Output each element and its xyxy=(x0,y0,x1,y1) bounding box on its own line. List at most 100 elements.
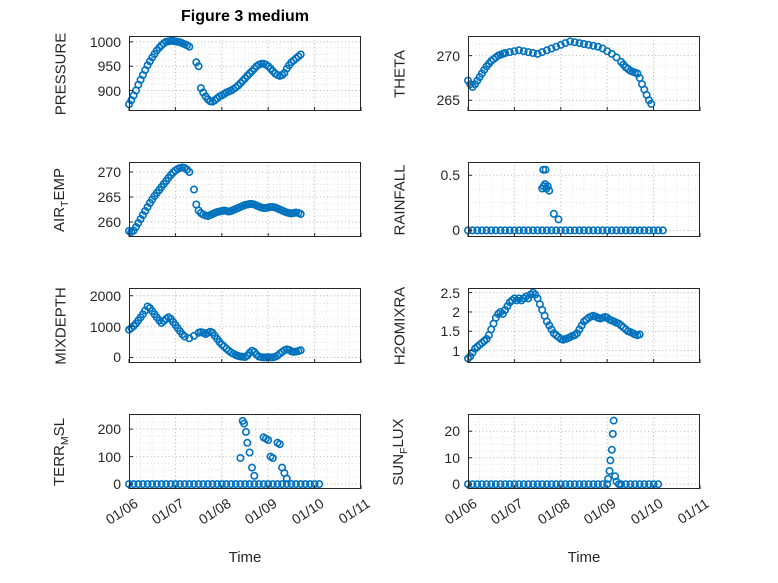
data-point xyxy=(607,445,616,454)
subplot-pressure: PRESSURE 900 950 1000 xyxy=(53,32,362,115)
pressure-plot-area xyxy=(124,36,362,111)
data-point xyxy=(241,480,250,489)
subplot-sunflux: SUNFLUX 0 10 20 01/06 01/07 01/08 01/09 01/10 0… xyxy=(390,414,712,528)
x-tick-label: 01/11 xyxy=(335,495,373,527)
data-point xyxy=(166,480,175,489)
data-point xyxy=(510,47,519,56)
y-tick-label: 1.5 xyxy=(440,323,460,340)
y-tick-label: 260 xyxy=(97,214,121,230)
data-point xyxy=(496,480,505,489)
data-point xyxy=(524,226,533,235)
x-tick-label: 01/07 xyxy=(148,495,188,528)
rainfall-plot-area xyxy=(463,162,701,237)
subplot-h2omixra: H2OMIXRA 1 1.5 2 2.5 xyxy=(392,285,701,365)
data-point xyxy=(556,40,565,49)
data-point xyxy=(589,480,598,489)
h2omixra-plot-area xyxy=(463,288,701,363)
y-tick-label: 100 xyxy=(97,448,121,465)
data-point xyxy=(542,317,551,326)
data-point xyxy=(243,438,252,447)
data-point xyxy=(538,226,547,235)
data-point xyxy=(203,480,212,489)
x-tick-label: 01/10 xyxy=(288,495,327,528)
data-point xyxy=(589,226,598,235)
y-tick-label: 265 xyxy=(436,92,460,109)
data-point xyxy=(549,209,558,218)
data-point xyxy=(250,480,259,489)
data-point xyxy=(496,226,505,235)
y-tick-label: 0 xyxy=(452,222,460,239)
data-point xyxy=(543,182,552,191)
data-point xyxy=(658,226,667,235)
data-point xyxy=(498,309,507,318)
data-point xyxy=(580,480,589,489)
data-point xyxy=(194,480,203,489)
data-point xyxy=(607,226,616,235)
data-point xyxy=(473,226,482,235)
data-point xyxy=(580,40,589,49)
y-tick-label: 1000 xyxy=(89,33,121,50)
axes-box xyxy=(129,414,361,489)
y-tick-label: 270 xyxy=(97,164,121,180)
data-point xyxy=(514,226,523,235)
data-point xyxy=(145,57,154,66)
data-point xyxy=(264,436,273,445)
data-point xyxy=(575,480,584,489)
y-tick-label: 2.5 xyxy=(440,284,460,301)
data-point xyxy=(547,44,556,53)
data-point xyxy=(491,226,500,235)
subplot-theta: THETA 265 270 xyxy=(392,36,701,111)
data-point xyxy=(584,40,593,49)
x-tick-label: 01/07 xyxy=(487,495,527,528)
axes-box xyxy=(129,288,361,363)
data-point xyxy=(482,226,491,235)
x-tick-label: 01/11 xyxy=(674,495,712,527)
x-axis-label: Time xyxy=(567,549,601,566)
subplot-rainfall: RAINFALL 0 0.5 xyxy=(392,162,701,238)
data-point xyxy=(296,50,305,59)
y-tick-label: 200 xyxy=(97,421,121,438)
data-point xyxy=(593,42,602,51)
subplot-terrmsl: TERRMSL 0 100 200 01/06 01/07 01/08 01/09 01/1… xyxy=(51,414,373,528)
data-point xyxy=(301,480,310,489)
data-point xyxy=(554,215,563,224)
data-point xyxy=(561,480,570,489)
data-point xyxy=(296,480,305,489)
data-point xyxy=(192,58,201,67)
data-point xyxy=(545,321,554,330)
data-point xyxy=(491,480,500,489)
airtemp-plot-area xyxy=(124,162,362,237)
y-tick-label: 0.5 xyxy=(440,167,460,184)
x-tick-label: 01/09 xyxy=(580,495,619,528)
data-point xyxy=(236,453,245,462)
data-point xyxy=(519,226,528,235)
data-point xyxy=(524,48,533,57)
data-point xyxy=(175,480,184,489)
data-point xyxy=(645,480,654,489)
y-tick-label: 1 xyxy=(452,342,460,359)
x-tick-label: 01/09 xyxy=(241,495,280,528)
data-point xyxy=(593,226,602,235)
data-point xyxy=(577,321,586,330)
data-point xyxy=(593,480,602,489)
data-point xyxy=(189,480,198,489)
y-tick-label: 2000 xyxy=(89,287,121,304)
data-point xyxy=(134,480,143,489)
data-point xyxy=(533,49,542,58)
data-point xyxy=(612,226,621,235)
data-point xyxy=(143,202,152,211)
data-point xyxy=(501,480,510,489)
data-point xyxy=(654,480,663,489)
data-point xyxy=(514,46,523,55)
data-point xyxy=(185,480,194,489)
data-point xyxy=(131,222,141,231)
data-point xyxy=(236,480,245,489)
data-point xyxy=(138,480,147,489)
x-axis-label: Time xyxy=(228,549,262,566)
data-point xyxy=(570,38,579,47)
data-point xyxy=(566,480,575,489)
data-point xyxy=(282,480,291,489)
data-point xyxy=(519,480,528,489)
data-point xyxy=(208,480,217,489)
axes-box xyxy=(468,36,700,111)
